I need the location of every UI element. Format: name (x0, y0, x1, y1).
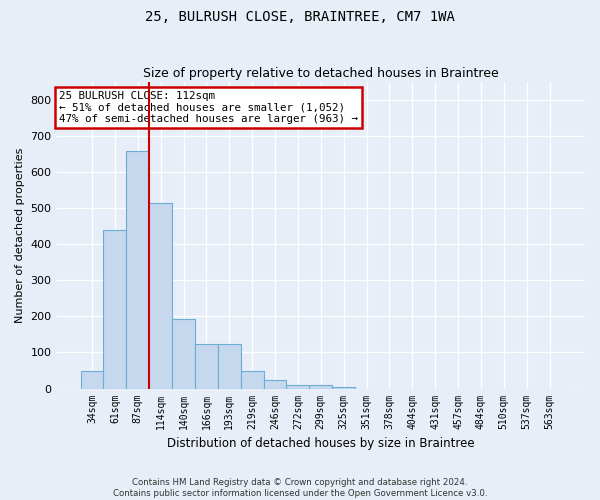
Text: 25 BULRUSH CLOSE: 112sqm
← 51% of detached houses are smaller (1,052)
47% of sem: 25 BULRUSH CLOSE: 112sqm ← 51% of detach… (59, 92, 358, 124)
Bar (263, 380, 286, 388)
Bar (127, 150, 149, 388)
Bar (149, 203, 172, 388)
Bar (80, 370, 103, 388)
Bar (195, 344, 218, 389)
Bar (241, 370, 263, 388)
Bar (172, 319, 195, 388)
Bar (218, 344, 241, 389)
X-axis label: Distribution of detached houses by size in Braintree: Distribution of detached houses by size … (167, 437, 475, 450)
Y-axis label: Number of detached properties: Number of detached properties (15, 148, 25, 323)
Title: Size of property relative to detached houses in Braintree: Size of property relative to detached ho… (143, 66, 499, 80)
Bar (103, 230, 127, 388)
Text: 25, BULRUSH CLOSE, BRAINTREE, CM7 1WA: 25, BULRUSH CLOSE, BRAINTREE, CM7 1WA (145, 10, 455, 24)
Bar (332, 387, 355, 388)
Text: Contains HM Land Registry data © Crown copyright and database right 2024.
Contai: Contains HM Land Registry data © Crown c… (113, 478, 487, 498)
Bar (310, 385, 332, 388)
Bar (286, 385, 310, 388)
